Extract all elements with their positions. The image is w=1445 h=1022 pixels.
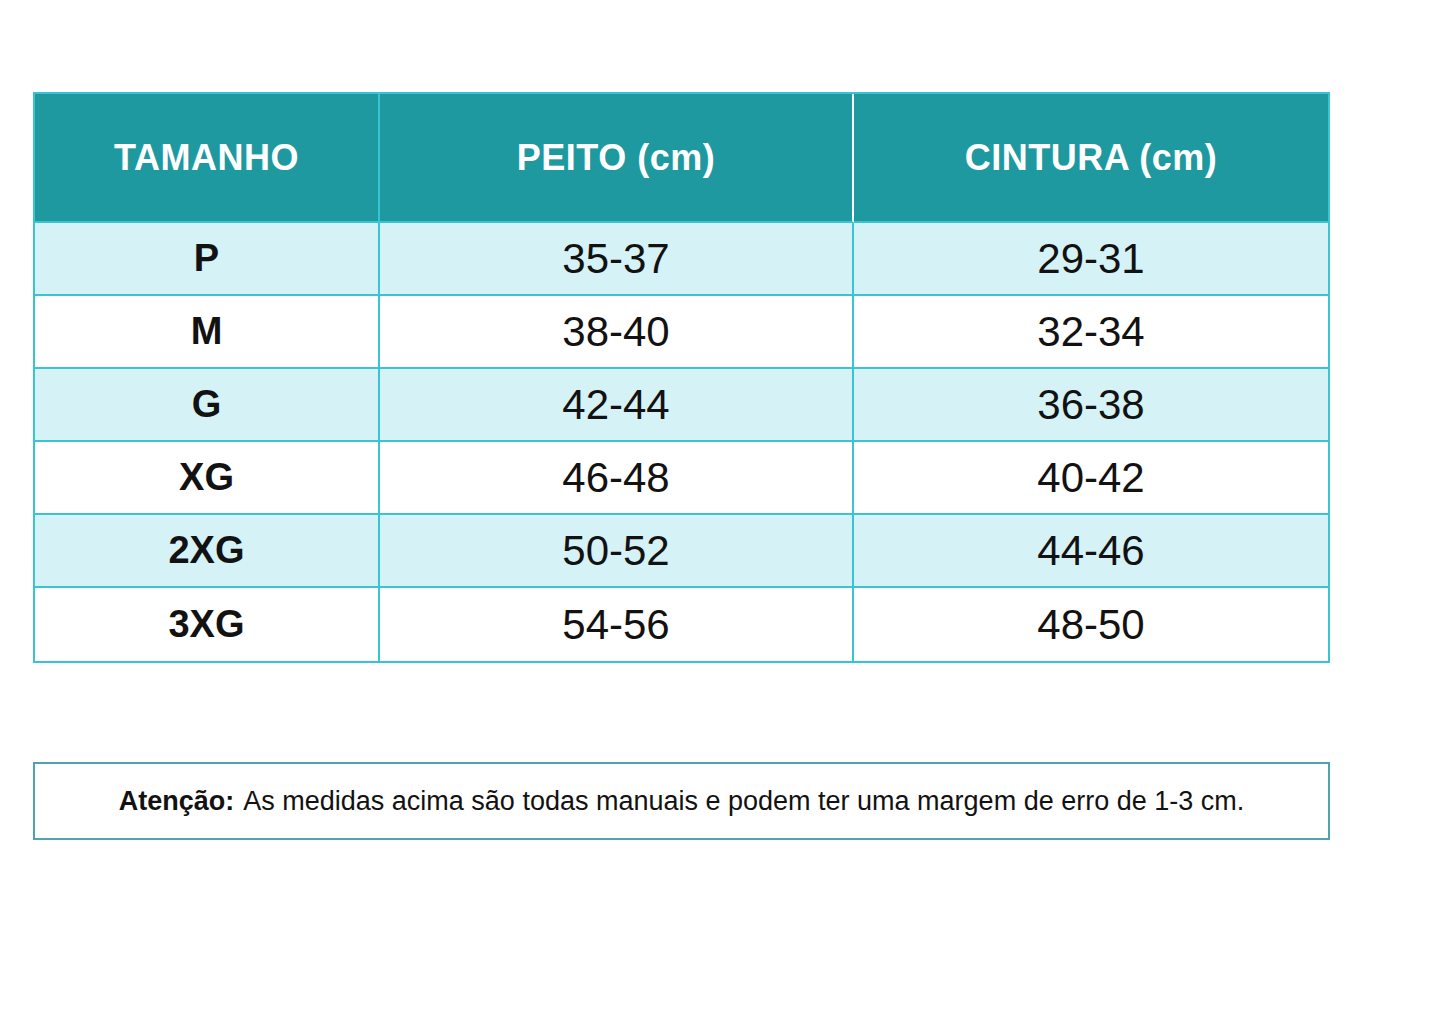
header-peito: PEITO (cm) [380,94,854,223]
table-row-xg: XG 46-48 40-42 [35,442,1328,515]
table-header-row: TAMANHO PEITO (cm) CINTURA (cm) [35,94,1328,223]
header-cintura: CINTURA (cm) [854,94,1328,223]
size-label: P [35,223,380,296]
attention-note-text: As medidas acima são todas manuais e pod… [243,786,1244,817]
header-tamanho: TAMANHO [35,94,380,223]
table-row-2xg: 2XG 50-52 44-46 [35,515,1328,588]
cintura-value: 32-34 [854,296,1328,369]
size-label: G [35,369,380,442]
peito-value: 38-40 [380,296,854,369]
cintura-value: 40-42 [854,442,1328,515]
cintura-value: 36-38 [854,369,1328,442]
attention-note: Atenção: As medidas acima são todas manu… [33,762,1330,840]
table-row-3xg: 3XG 54-56 48-50 [35,588,1328,661]
table-row-g: G 42-44 36-38 [35,369,1328,442]
size-chart-table: TAMANHO PEITO (cm) CINTURA (cm) P 35-37 … [33,92,1330,663]
size-label: XG [35,442,380,515]
peito-value: 54-56 [380,588,854,661]
peito-value: 35-37 [380,223,854,296]
cintura-value: 29-31 [854,223,1328,296]
size-label: M [35,296,380,369]
peito-value: 50-52 [380,515,854,588]
size-label: 3XG [35,588,380,661]
cintura-value: 44-46 [854,515,1328,588]
table-row-m: M 38-40 32-34 [35,296,1328,369]
attention-note-label: Atenção: [119,786,235,817]
table-row-p: P 35-37 29-31 [35,223,1328,296]
peito-value: 42-44 [380,369,854,442]
peito-value: 46-48 [380,442,854,515]
size-label: 2XG [35,515,380,588]
cintura-value: 48-50 [854,588,1328,661]
